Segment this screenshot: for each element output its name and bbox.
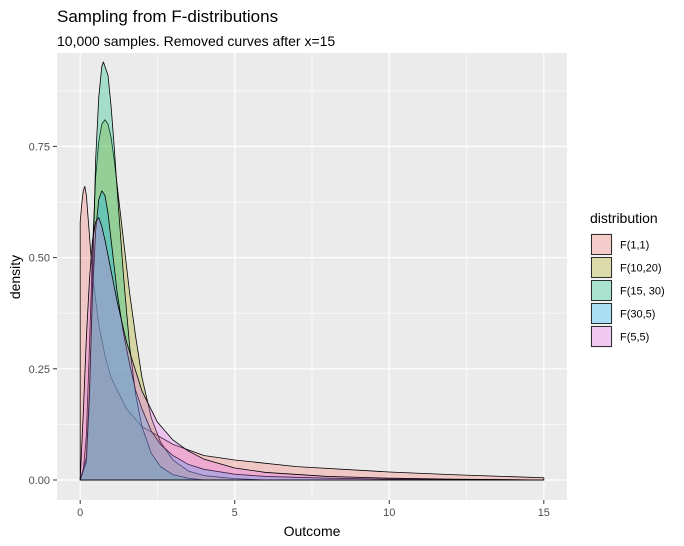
legend-key-background <box>590 233 613 256</box>
x-tick-label: 15 <box>538 507 550 519</box>
density-area-F(30,5) <box>79 190 545 481</box>
density-area-F(1,1) <box>79 186 545 481</box>
legend-key-background <box>590 325 613 348</box>
legend-label-F(15, 30): F(15, 30) <box>620 286 665 298</box>
y-axis: 0.00 0.25 0.50 0.75 <box>29 141 57 487</box>
x-tick-label: 10 <box>383 507 395 519</box>
legend-label-F(5,5): F(5,5) <box>620 332 649 344</box>
legend-key-F(10,20) <box>591 257 612 278</box>
density-areas <box>79 61 545 481</box>
legend-title: distribution <box>590 210 658 226</box>
legend-key-background <box>590 302 613 325</box>
grid-minor <box>57 53 567 500</box>
y-tick-label: 0.00 <box>29 475 50 487</box>
x-tick-label: 0 <box>77 507 83 519</box>
legend-label-F(30,5): F(30,5) <box>620 309 655 321</box>
chart-subtitle: 10,000 samples. Removed curves after x=1… <box>57 33 335 49</box>
legend-label-F(10,20): F(10,20) <box>620 263 662 275</box>
legend-key-F(15, 30) <box>591 280 612 301</box>
legend-label-F(1,1): F(1,1) <box>620 240 649 252</box>
legend-key-F(30,5) <box>591 303 612 324</box>
chart-title: Sampling from F-distributions <box>57 7 278 26</box>
density-area-F(5,5) <box>79 217 545 481</box>
y-tick-label: 0.25 <box>29 364 50 376</box>
x-tick-label: 5 <box>232 507 238 519</box>
legend-key-F(1,1) <box>591 234 612 255</box>
legend-key-F(5,5) <box>591 326 612 347</box>
x-axis-label: Outcome <box>284 523 341 539</box>
y-axis-label: density <box>7 255 23 299</box>
y-tick-label: 0.75 <box>29 141 50 153</box>
legend: distribution F(1,1) F(10,20) F(15, 30) F(30… <box>590 210 665 348</box>
legend-key-background <box>590 256 613 279</box>
y-tick-label: 0.50 <box>29 253 50 265</box>
x-axis: 0 5 10 15 <box>77 500 550 519</box>
legend-key-background <box>590 279 613 302</box>
density-area-F(15, 30) <box>79 61 205 481</box>
